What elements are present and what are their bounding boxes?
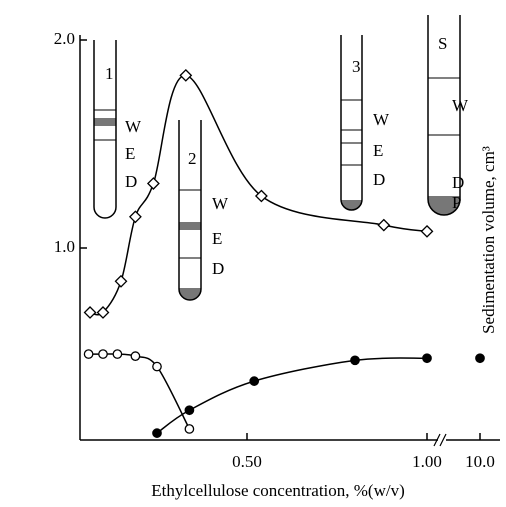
diamond-point <box>114 274 128 288</box>
circle-point <box>184 424 195 434</box>
sediment <box>179 288 201 300</box>
diamond-point <box>179 68 193 82</box>
fit-curve <box>89 74 428 316</box>
tube <box>427 15 461 216</box>
y-tick-label: 2.0 <box>54 29 75 48</box>
circle-point <box>83 349 94 359</box>
x-tick-label: 10.0 <box>465 452 495 471</box>
diamond-point <box>420 224 434 238</box>
tube-number: 2 <box>188 149 197 168</box>
tube <box>93 40 117 219</box>
layer-label: D <box>212 259 224 278</box>
sediment <box>341 199 362 210</box>
layer-label: W <box>125 117 142 136</box>
tube <box>178 120 202 301</box>
diamond-point <box>146 177 160 190</box>
circle-point <box>152 361 162 372</box>
layer-label: W <box>212 194 229 213</box>
layer-label: P <box>452 193 461 212</box>
y-tick-label: 1.0 <box>54 237 75 256</box>
x-axis-title: Ethylcellulose concentration, %(w/v) <box>151 481 405 500</box>
emulsion-band <box>94 118 116 126</box>
circle-point <box>130 351 141 362</box>
circle-point <box>350 355 360 366</box>
axis-break <box>433 433 447 447</box>
circle-point <box>98 349 108 359</box>
diamond-point <box>377 218 391 232</box>
sediment <box>428 196 460 215</box>
tube-number: S <box>438 34 447 53</box>
diamond-point <box>83 306 97 319</box>
tube-number: 1 <box>105 64 114 83</box>
fit-curve <box>156 357 428 434</box>
layer-label: E <box>373 141 383 160</box>
circle-point <box>249 376 260 386</box>
circle-point <box>475 353 485 364</box>
layer-label: W <box>373 110 390 129</box>
tube <box>340 35 363 211</box>
layer-label: W <box>452 96 469 115</box>
circle-point <box>422 353 432 364</box>
diamond-point <box>254 189 268 203</box>
layer-label: E <box>212 229 222 248</box>
layer-label: D <box>452 173 464 192</box>
diamond-point <box>96 306 110 319</box>
circle-point <box>152 428 162 438</box>
tube-number: 3 <box>352 57 361 76</box>
circle-point <box>184 405 195 416</box>
fit-curve <box>88 353 191 430</box>
circle-point <box>112 349 123 359</box>
layer-label: E <box>125 144 135 163</box>
layer-label: D <box>125 172 137 191</box>
x-tick-label: 0.50 <box>232 452 262 471</box>
layer-label: D <box>373 170 385 189</box>
x-tick-label: 1.00 <box>412 452 442 471</box>
y-axis-title: Sedimentation volume, cm³ <box>479 146 498 334</box>
emulsion-band <box>179 222 201 230</box>
diamond-point <box>128 210 142 224</box>
